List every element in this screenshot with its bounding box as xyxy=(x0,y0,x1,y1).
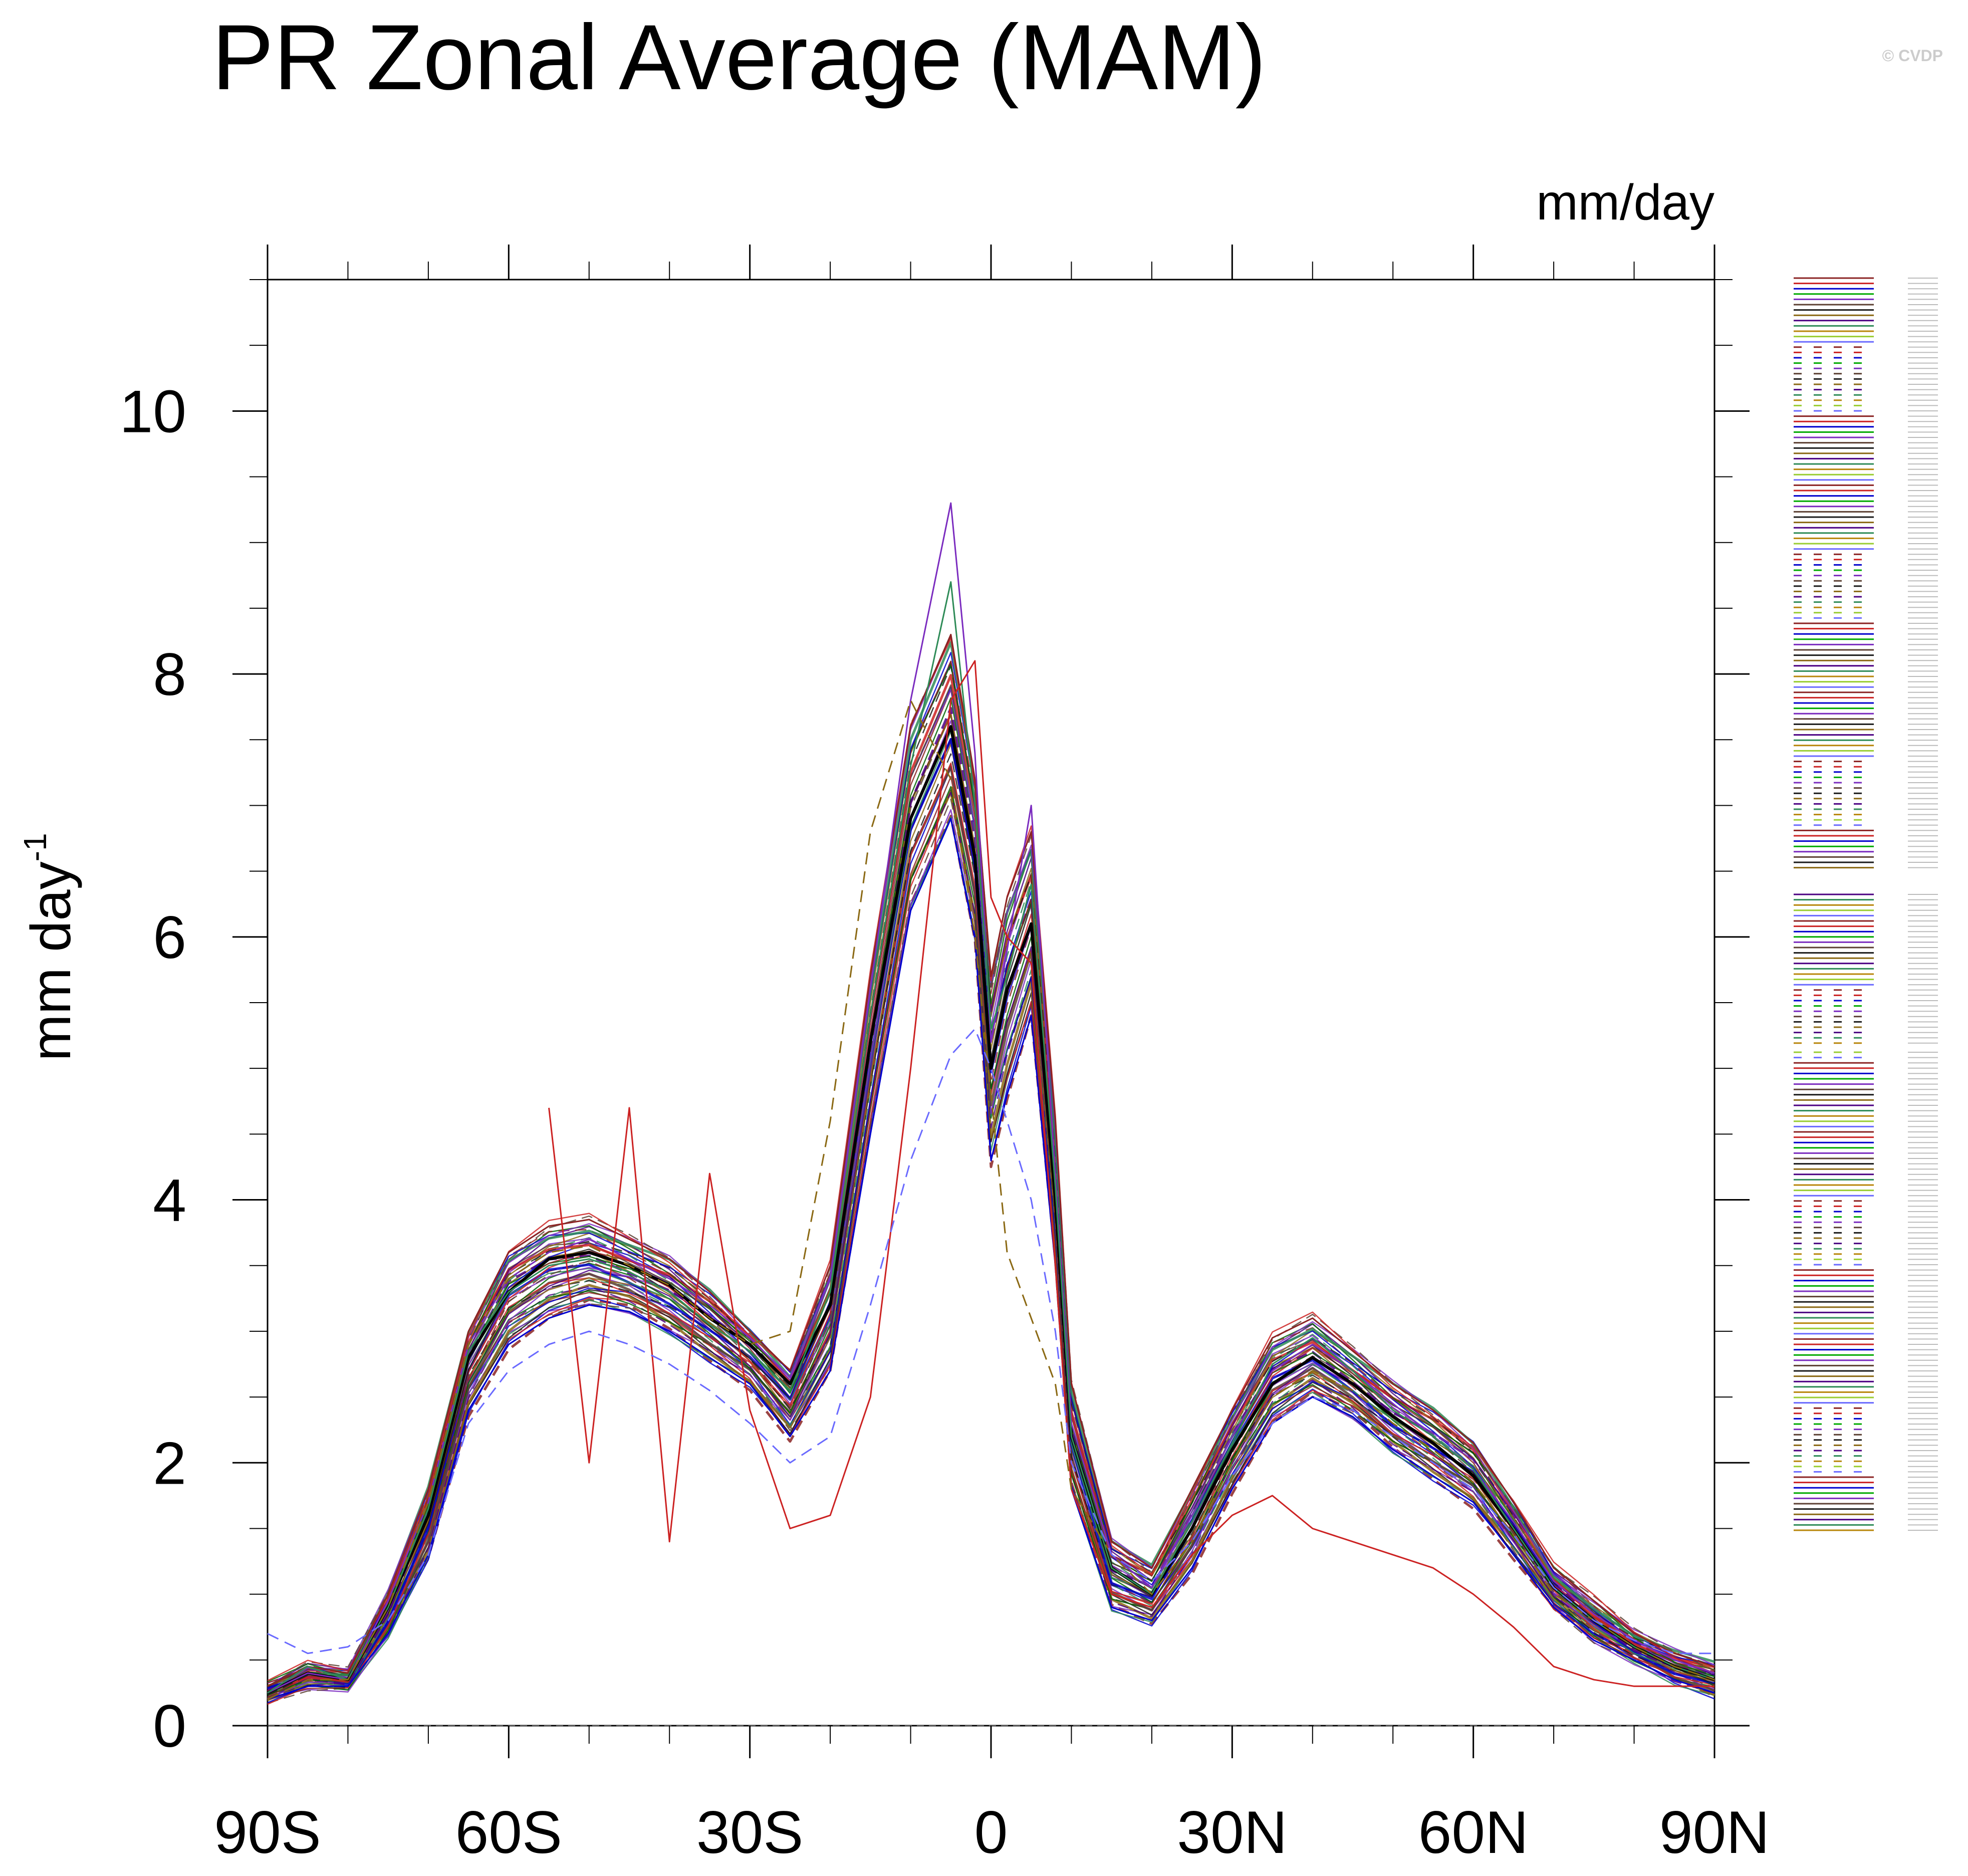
x-tick-label: 90N xyxy=(1659,1799,1770,1866)
ensemble-member-line xyxy=(267,809,1715,1699)
ensemble-member-line xyxy=(267,738,1715,1700)
y-tick-label: 0 xyxy=(153,1693,186,1760)
series-line-model-low xyxy=(267,818,1715,1700)
ensemble-member-line xyxy=(267,730,1715,1694)
ensemble-member-line xyxy=(267,766,1715,1692)
series-lines xyxy=(267,502,1715,1705)
ensemble-member-line xyxy=(267,738,1715,1689)
ensemble-member-line xyxy=(267,661,1715,1687)
axis-tick-labels: 90S 60S 30S 0 30N 60N 90N 0 2 4 6 8 10 xyxy=(120,378,1770,1866)
ensemble-member-line xyxy=(267,816,1715,1696)
ensemble-member-line xyxy=(267,686,1715,1694)
ensemble-member-line xyxy=(267,815,1715,1701)
ensemble-member-line xyxy=(267,697,1715,1696)
ensemble-member-line xyxy=(267,688,1715,1698)
axis-ticks xyxy=(232,245,1750,1758)
y-tick-label: 6 xyxy=(153,904,186,971)
ensemble-member-line xyxy=(267,799,1715,1704)
ensemble-member-line xyxy=(267,707,1715,1691)
y-tick-label: 4 xyxy=(153,1167,186,1234)
ensemble-member-line xyxy=(267,741,1715,1689)
chart-title: PR Zonal Average (MAM) xyxy=(212,6,1266,109)
y-axis-label-text: mm day xyxy=(20,861,82,1061)
ensemble-member-line xyxy=(267,791,1715,1705)
ensemble-member-line xyxy=(267,767,1715,1704)
x-tick-label: 0 xyxy=(974,1799,1008,1866)
ensemble-member-line xyxy=(267,688,1715,1687)
ensemble-member-line xyxy=(267,739,1715,1694)
ensemble-member-line xyxy=(267,776,1715,1701)
ensemble-member-line xyxy=(267,789,1715,1700)
ensemble-member-line xyxy=(267,684,1715,1687)
legend xyxy=(1794,277,1938,1531)
ensemble-member-line xyxy=(267,791,1715,1697)
series-line-model-green xyxy=(267,581,1715,1694)
series-line-model-dashed-lightblue xyxy=(267,1028,1714,1655)
series-line-model-dashed-gold xyxy=(267,699,1715,1700)
x-tick-label: 30S xyxy=(696,1799,804,1866)
ensemble-member-line xyxy=(267,635,1715,1687)
units-label: mm/day xyxy=(1536,174,1714,230)
series-line-model-red-noisy xyxy=(548,660,1714,1687)
x-tick-label: 60S xyxy=(455,1799,563,1866)
ensemble-member-line xyxy=(267,791,1715,1694)
ensemble-member-line xyxy=(267,660,1715,1694)
ensemble-member-line xyxy=(267,786,1715,1695)
ensemble-member-line xyxy=(267,674,1715,1694)
ensemble-member-line xyxy=(267,714,1715,1686)
ensemble-member-line xyxy=(267,817,1715,1700)
y-tick-label: 8 xyxy=(153,641,186,708)
ensemble-member-line xyxy=(267,663,1715,1683)
x-tick-label: 90S xyxy=(214,1799,321,1866)
ensemble-member-line xyxy=(267,713,1715,1699)
watermark: © CVDP xyxy=(1882,47,1943,65)
series-line-model-high xyxy=(267,633,1715,1687)
y-axis-label-exponent: -1 xyxy=(17,833,53,861)
y-axis-label: mm day-1 xyxy=(17,833,82,1061)
ensemble-member-line xyxy=(267,762,1715,1692)
y-tick-label: 10 xyxy=(120,378,186,445)
x-tick-label: 30N xyxy=(1177,1799,1287,1866)
ensemble-member-line xyxy=(267,720,1715,1699)
ensemble-member-line xyxy=(267,763,1715,1700)
ensemble-member-line xyxy=(267,765,1715,1694)
series-line-ensemble-mean xyxy=(267,725,1715,1695)
ensemble-member-line xyxy=(267,712,1715,1694)
y-tick-label: 2 xyxy=(153,1430,186,1497)
x-tick-label: 60N xyxy=(1418,1799,1529,1866)
